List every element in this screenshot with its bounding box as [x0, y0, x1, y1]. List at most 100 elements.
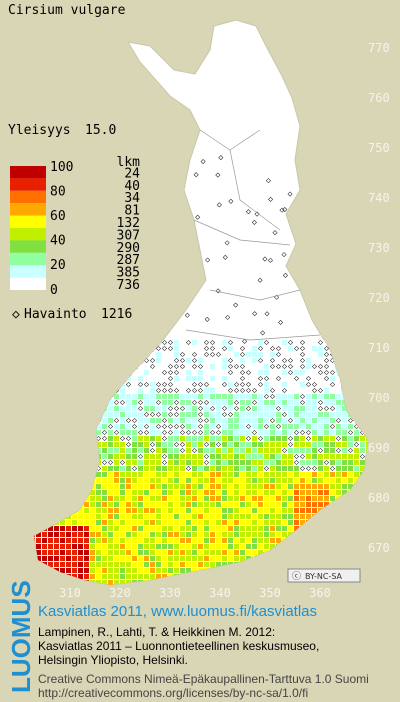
grid-cell [192, 430, 197, 435]
grid-cell [186, 568, 191, 573]
observation-dot [203, 453, 210, 460]
grid-cell [34, 448, 35, 453]
grid-cell [222, 352, 227, 357]
observation-dot [227, 369, 234, 376]
grid-cell [186, 370, 191, 375]
grid-cell [96, 478, 101, 483]
grid-cell [132, 544, 137, 549]
grid-cell [144, 394, 149, 399]
grid-cell [34, 340, 35, 345]
observation-dot [161, 429, 168, 436]
grid-cell [252, 538, 257, 543]
observation-dot [347, 369, 354, 376]
grid-cell [354, 496, 359, 501]
grid-cell [36, 424, 41, 429]
grid-cell [174, 388, 179, 393]
grid-cell [336, 508, 341, 513]
grid-cell [222, 478, 227, 483]
grid-cell [198, 472, 203, 477]
grid-cell [114, 436, 119, 441]
grid-cell [270, 568, 275, 573]
grid-cell [144, 382, 149, 387]
grid-cell [162, 370, 167, 375]
grid-cell [180, 472, 185, 477]
grid-cell [318, 340, 323, 345]
grid-cell [240, 340, 245, 345]
grid-cell [180, 358, 185, 363]
grid-cell [276, 574, 281, 579]
grid-cell [228, 406, 233, 411]
observation-dot [224, 240, 230, 246]
grid-cell [168, 352, 173, 357]
grid-cell [222, 412, 227, 417]
grid-cell [180, 538, 185, 543]
grid-cell [34, 532, 35, 537]
grid-cell [246, 562, 251, 567]
grid-cell [54, 442, 59, 447]
grid-cell [156, 478, 161, 483]
grid-cell [132, 520, 137, 525]
grid-cell [324, 556, 329, 561]
observation-dot [323, 357, 330, 364]
grid-cell [156, 382, 161, 387]
observation-dot [323, 363, 330, 370]
observation-dot [125, 417, 132, 424]
grid-cell [204, 442, 209, 447]
observation-dot [329, 369, 336, 376]
region-borders [185, 129, 321, 341]
grid-cell [288, 484, 293, 489]
observation-dot [287, 191, 293, 197]
grid-cell [168, 430, 173, 435]
grid-cell [156, 436, 161, 441]
grid-cell [198, 526, 203, 531]
grid-cell [354, 406, 359, 411]
grid-cell [306, 484, 311, 489]
grid-cell [204, 574, 209, 579]
grid-cell [84, 340, 89, 345]
grid-cell [102, 526, 107, 531]
grid-cell [114, 472, 119, 477]
grid-cell [192, 490, 197, 495]
observation-dot [239, 345, 246, 352]
observation-dot [311, 465, 318, 472]
grid-cell [270, 574, 275, 579]
grid-cell [330, 454, 335, 459]
grid-cell [132, 514, 137, 519]
legend-count: 287 [117, 253, 140, 268]
grid-cell [78, 478, 83, 483]
grid-cell [366, 466, 368, 471]
grid-cell [342, 424, 347, 429]
grid-cell [300, 538, 305, 543]
grid-cell [240, 382, 245, 387]
grid-cell [144, 436, 149, 441]
grid-cell [354, 484, 359, 489]
grid-cell [252, 406, 257, 411]
observation-dot [137, 405, 144, 412]
observation-dot [341, 345, 348, 352]
grid-cell [120, 388, 125, 393]
observation-dot [191, 357, 198, 364]
grid-cell [270, 418, 275, 423]
grid-cell [132, 550, 137, 555]
grid-cell [34, 562, 35, 567]
grid-cell [282, 514, 287, 519]
grid-cell [240, 544, 245, 549]
grid-cell [132, 490, 137, 495]
grid-cell [168, 526, 173, 531]
grid-cell [72, 340, 77, 345]
grid-cell [198, 442, 203, 447]
grid-cell [204, 580, 209, 585]
grid-cell [300, 400, 305, 405]
observation-dot [359, 375, 366, 382]
grid-cell [84, 406, 89, 411]
grid-cell [138, 538, 143, 543]
grid-cell [126, 352, 131, 357]
grid-cell [204, 502, 209, 507]
observation-dot [197, 381, 204, 388]
grid-cell [342, 454, 347, 459]
observation-dot [221, 345, 228, 352]
observation-dot [131, 345, 138, 352]
grid-cell [72, 424, 77, 429]
observation-dot [167, 339, 174, 346]
grid-cell [354, 424, 359, 429]
